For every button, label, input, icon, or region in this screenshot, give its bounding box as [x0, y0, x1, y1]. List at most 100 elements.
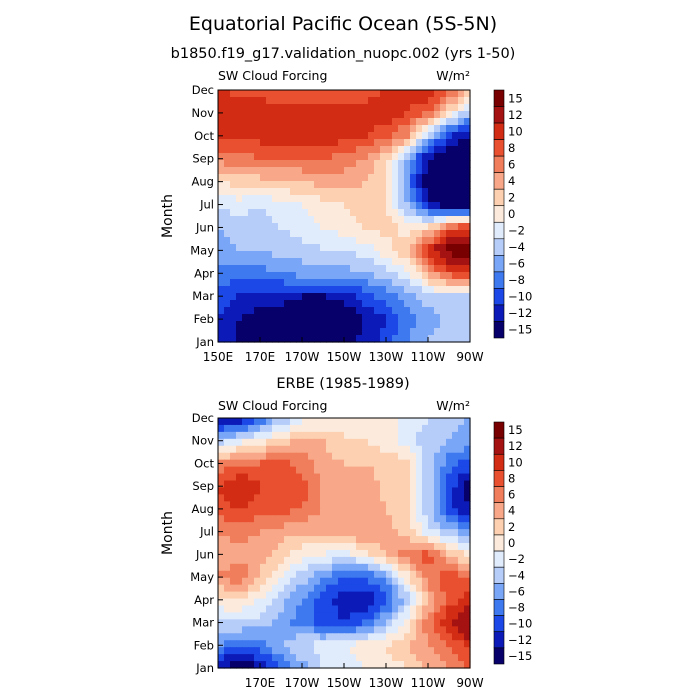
- heatmap-cell: [416, 286, 423, 294]
- heatmap-cell: [440, 466, 447, 475]
- heatmap-cell: [296, 536, 303, 544]
- heatmap-cell: [428, 118, 435, 126]
- heatmap-cell: [368, 244, 375, 252]
- heatmap-cell: [314, 473, 321, 482]
- heatmap-cell: [446, 314, 453, 322]
- month-tick-label: Jun: [195, 220, 214, 234]
- heatmap-cell: [464, 321, 471, 329]
- heatmap-cell: [374, 445, 381, 454]
- heatmap-cell: [326, 445, 333, 454]
- heatmap-cell: [332, 174, 339, 182]
- heatmap-cell: [248, 584, 255, 593]
- heatmap-cell: [392, 661, 399, 669]
- heatmap-cell: [440, 640, 447, 648]
- heatmap-cell: [218, 487, 225, 495]
- heatmap-cell: [392, 118, 399, 126]
- heatmap-cell: [236, 300, 243, 308]
- heatmap-cell: [464, 570, 471, 579]
- heatmap-cell: [380, 174, 387, 182]
- heatmap-cell: [278, 307, 285, 315]
- heatmap-cell: [452, 529, 459, 537]
- heatmap-cell: [332, 132, 339, 140]
- heatmap-cell: [386, 90, 393, 98]
- longitude-tick-label: 130W: [369, 676, 404, 690]
- heatmap-cell: [236, 209, 243, 217]
- month-tick-label: Jul: [199, 198, 214, 212]
- heatmap-cell: [410, 265, 417, 273]
- heatmap-cell: [410, 598, 417, 607]
- heatmap-cell: [242, 445, 249, 454]
- heatmap-cell: [326, 181, 333, 189]
- heatmap-cell: [452, 181, 459, 189]
- heatmap-cell: [374, 265, 381, 273]
- heatmap-cell: [350, 286, 357, 294]
- heatmap-cell: [452, 104, 459, 112]
- heatmap-cell: [332, 230, 339, 238]
- heatmap-cell: [248, 626, 255, 634]
- heatmap-cell: [266, 591, 273, 600]
- heatmap-cell: [236, 418, 243, 426]
- heatmap-cell: [248, 431, 255, 440]
- heatmap-cell: [344, 265, 351, 273]
- heatmap-cell: [302, 300, 309, 308]
- heatmap-cell: [248, 480, 255, 489]
- heatmap-cell: [296, 174, 303, 182]
- heatmap-cell: [422, 473, 429, 482]
- heatmap-cell: [464, 146, 471, 154]
- heatmap-cell: [392, 431, 399, 440]
- heatmap-cell: [254, 418, 261, 426]
- heatmap-cell: [224, 508, 231, 516]
- heatmap-cell: [302, 543, 309, 551]
- colorbar-tick-label: −2: [508, 224, 525, 238]
- heatmap-cell: [344, 258, 351, 266]
- heatmap-cell: [302, 132, 309, 140]
- heatmap-cell: [260, 424, 267, 433]
- heatmap-cell: [452, 536, 459, 544]
- heatmap-cell: [218, 654, 225, 662]
- longitude-tick-label: 170E: [245, 350, 276, 364]
- heatmap-cell: [428, 445, 435, 454]
- heatmap-cell: [392, 633, 399, 641]
- heatmap-cell: [362, 237, 369, 245]
- heatmap-cell: [338, 640, 345, 648]
- heatmap-cell: [380, 431, 387, 440]
- heatmap-cell: [356, 153, 363, 161]
- heatmap-cell: [392, 153, 399, 161]
- heatmap-cell: [278, 258, 285, 266]
- colorbar-tick-label: 10: [508, 455, 523, 469]
- heatmap-cell: [458, 307, 465, 315]
- heatmap-cell: [362, 480, 369, 489]
- heatmap-cell: [404, 640, 411, 648]
- heatmap-cell: [284, 466, 291, 475]
- heatmap-cell: [254, 480, 261, 489]
- heatmap-cell: [248, 265, 255, 273]
- heatmap-cell: [410, 286, 417, 294]
- heatmap-cell: [404, 563, 411, 572]
- heatmap-cell: [248, 522, 255, 530]
- month-tick-label: Nov: [192, 434, 215, 448]
- heatmap-cell: [296, 146, 303, 154]
- heatmap-cell: [272, 258, 279, 266]
- heatmap-cell: [218, 153, 225, 161]
- heatmap-cell: [290, 153, 297, 161]
- heatmap-cell: [278, 181, 285, 189]
- heatmap-cell: [362, 328, 369, 336]
- heatmap-cell: [260, 286, 267, 294]
- heatmap-cell: [398, 466, 405, 475]
- heatmap-cell: [410, 487, 417, 495]
- heatmap-cell: [464, 139, 471, 147]
- heatmap-cell: [332, 251, 339, 259]
- heatmap-cell: [398, 522, 405, 530]
- heatmap-cell: [434, 494, 441, 502]
- heatmap-cell: [308, 258, 315, 266]
- heatmap-cell: [290, 181, 297, 189]
- heatmap-cell: [332, 139, 339, 147]
- heatmap-cell: [302, 195, 309, 203]
- heatmap-cell: [434, 314, 441, 322]
- heatmap-cell: [290, 90, 297, 98]
- heatmap-cell: [398, 640, 405, 648]
- heatmap-cell: [440, 633, 447, 641]
- heatmap-cell: [362, 591, 369, 600]
- heatmap-cell: [302, 251, 309, 259]
- heatmap-cell: [362, 522, 369, 530]
